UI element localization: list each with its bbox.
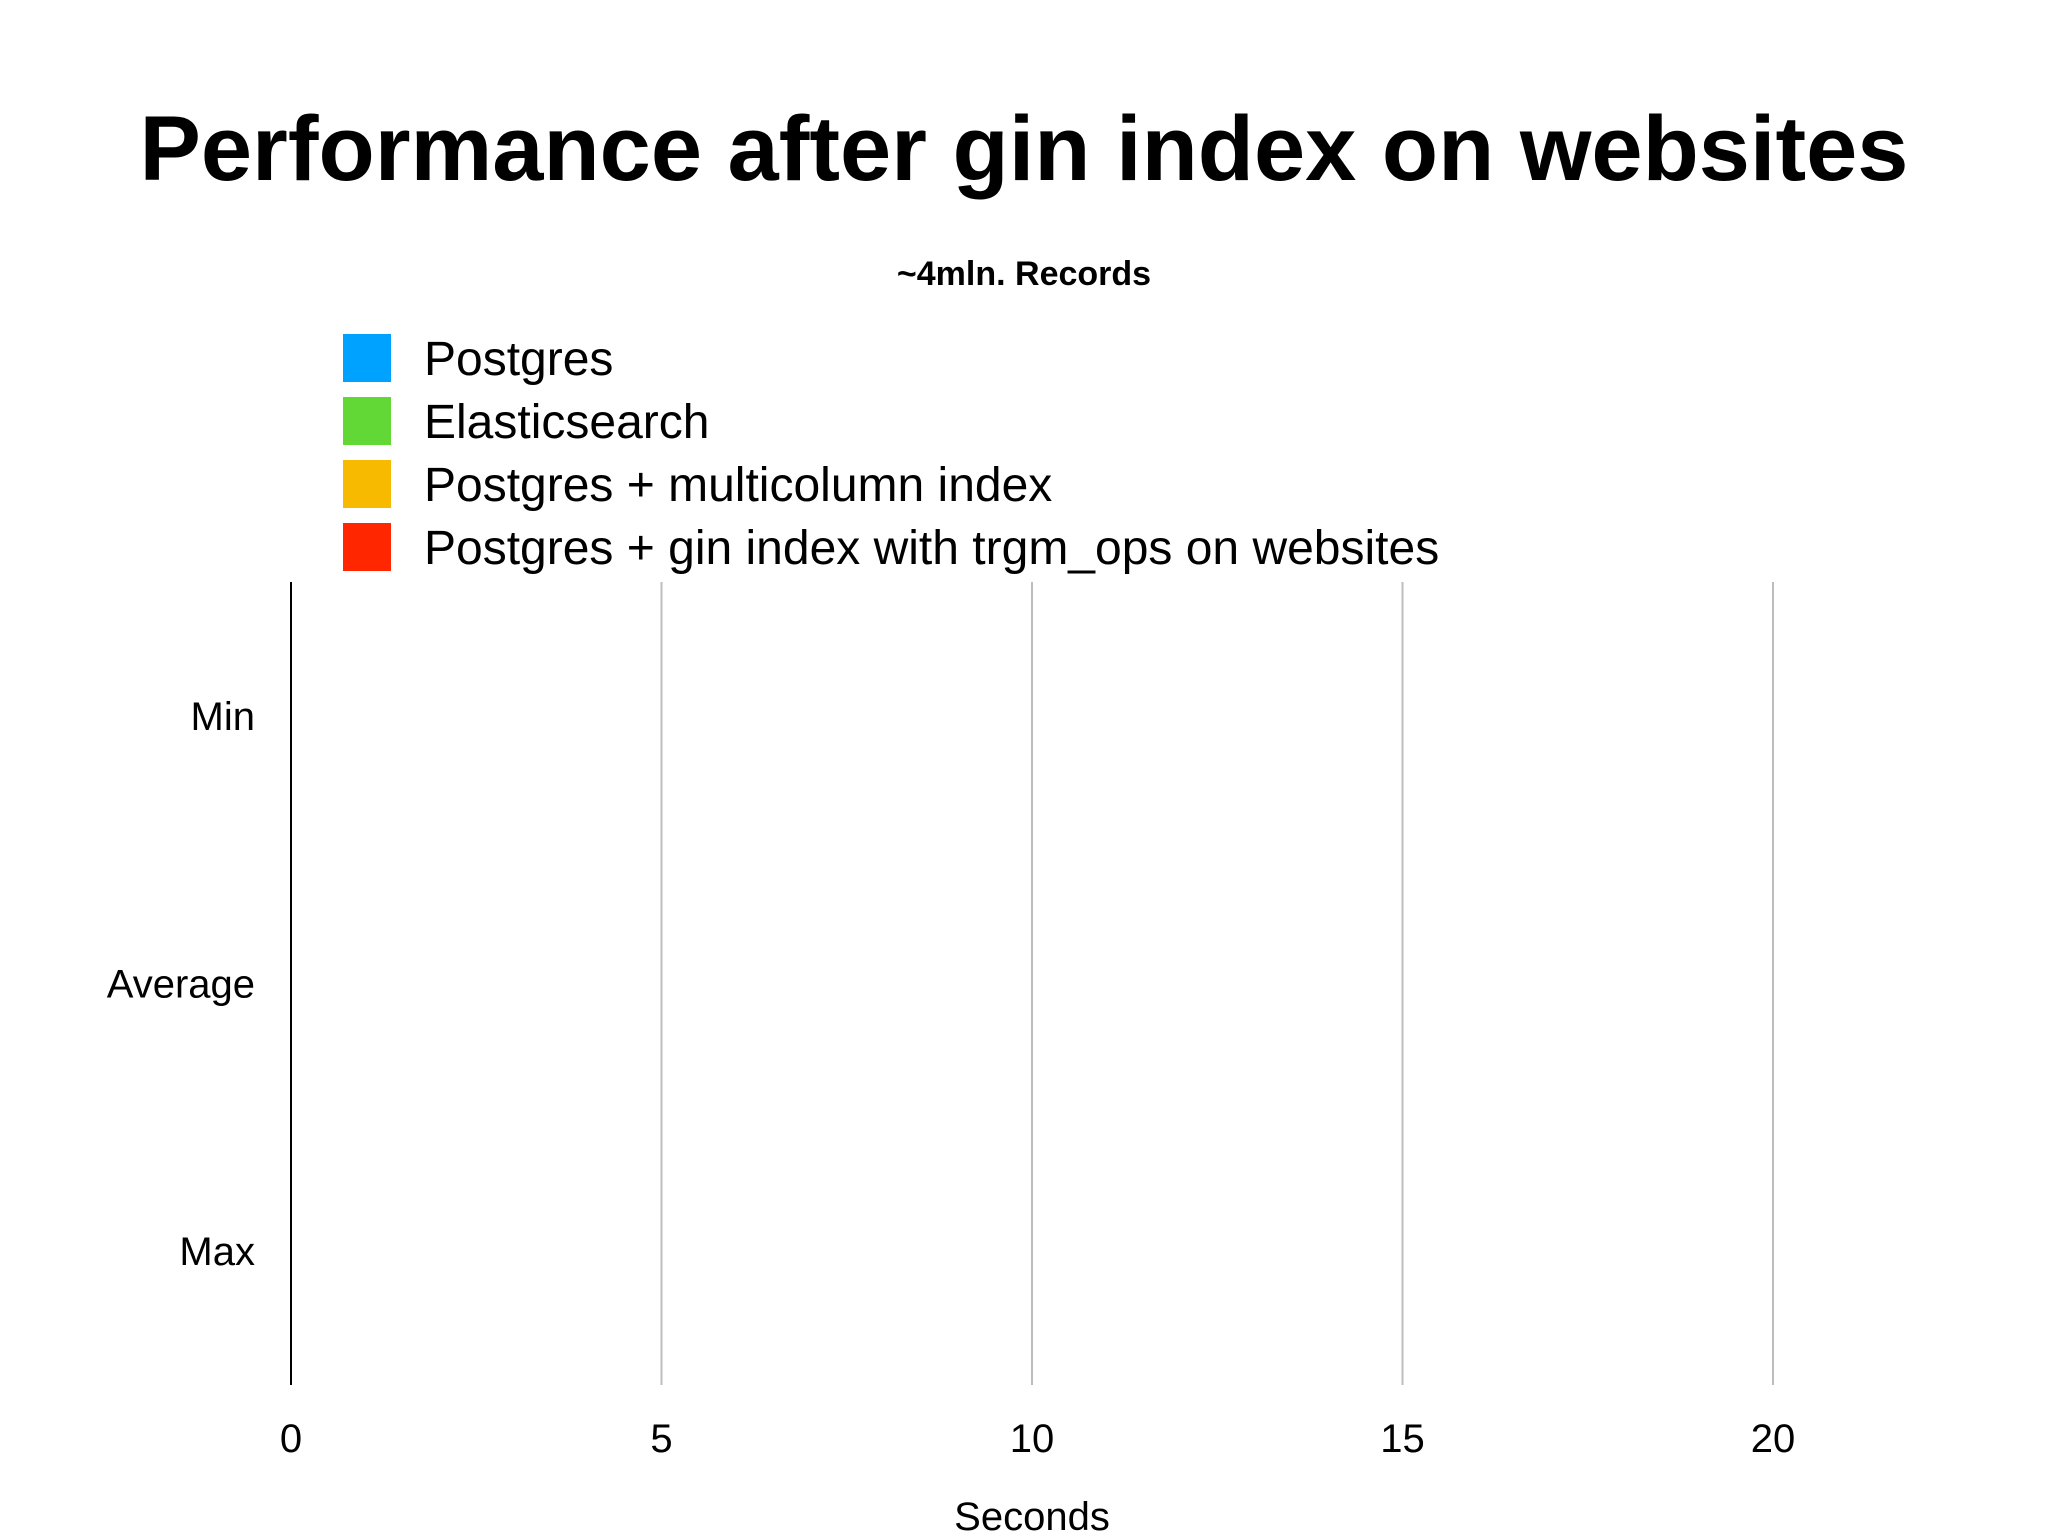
x-tick-label-15: 15 [1380, 1417, 1425, 1461]
gridlines [660, 582, 1774, 1385]
category-label-min: Min [191, 695, 255, 739]
chart-subtitle: ~4mln. Records [897, 255, 1151, 293]
legend-swatch-1 [343, 334, 391, 382]
chart-title: Performance after gin index on websites [140, 98, 1909, 200]
x-tick-labels: 0 5 10 15 20 [280, 1417, 1795, 1461]
legend-label-1: Postgres [424, 333, 613, 386]
x-tick-label-10: 10 [1010, 1417, 1055, 1461]
x-tick-label-5: 5 [650, 1417, 672, 1461]
category-labels: Min Average Max [107, 695, 255, 1274]
legend-swatch-4 [343, 523, 391, 571]
category-label-max: Max [179, 1230, 255, 1274]
x-axis-title: Seconds [954, 1495, 1110, 1536]
category-label-average: Average [107, 963, 255, 1007]
x-tick-label-0: 0 [280, 1417, 302, 1461]
legend-label-3: Postgres + multicolumn index [424, 459, 1052, 512]
legend: Postgres Elasticsearch Postgres + multicol… [343, 333, 1439, 575]
x-tick-label-20: 20 [1751, 1417, 1796, 1461]
legend-label-2: Elasticsearch [424, 396, 709, 449]
legend-swatch-2 [343, 397, 391, 445]
legend-swatch-3 [343, 460, 391, 508]
legend-label-4: Postgres + gin index with trgm_ops on we… [424, 522, 1439, 575]
